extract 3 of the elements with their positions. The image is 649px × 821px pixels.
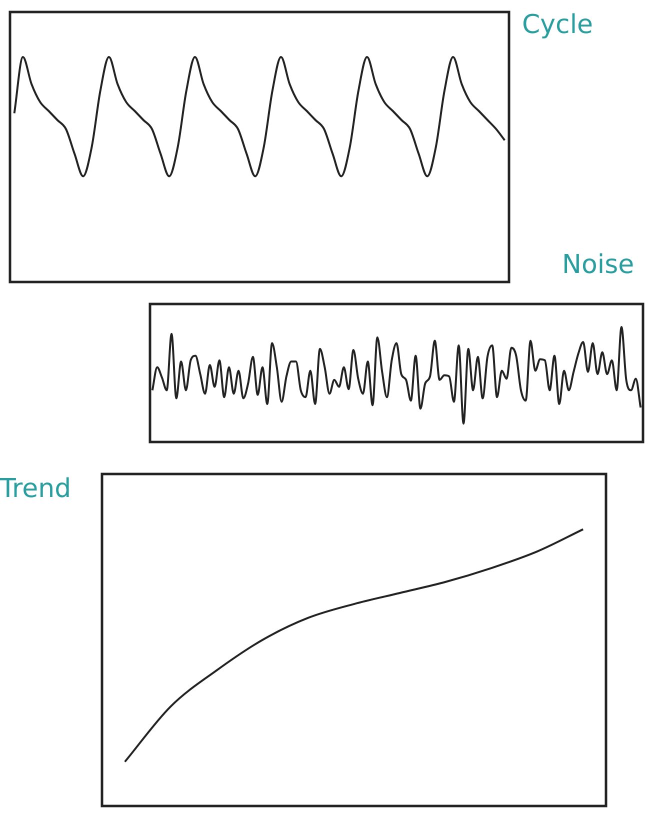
chart-title: Trend bbox=[0, 474, 72, 504]
chart-title: Cycle bbox=[522, 10, 594, 40]
chart-title: Noise bbox=[562, 250, 634, 280]
